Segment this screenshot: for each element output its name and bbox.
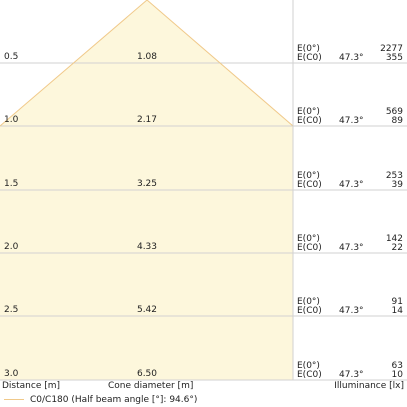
half-angle-value: 47.3° (339, 53, 364, 63)
legend: C0/C180 (Half beam angle [°]: 94.6°) (4, 394, 197, 405)
ec0-value: 14 (392, 306, 404, 316)
e0-value: 91 (392, 297, 403, 307)
e0-label: E(0°) (297, 361, 320, 371)
distance-tick-label: 0.5 (4, 52, 18, 62)
ec0-label: E(C0) (297, 306, 322, 316)
legend-label: C0/C180 (Half beam angle [°]: 94.6°) (30, 394, 198, 405)
cone-diameter-value: 4.33 (137, 242, 157, 252)
distance-tick-label: 1.0 (4, 115, 19, 125)
distance-tick-label: 3.0 (4, 369, 19, 379)
legend-swatch (4, 399, 24, 400)
half-angle-value: 47.3° (339, 116, 364, 126)
cone-diameter-label: Cone diameter [m] (108, 381, 194, 391)
beam-cone-edges (0, 0, 294, 127)
illuminance-label: Illuminance [lx] (334, 381, 404, 391)
e0-label: E(0°) (297, 297, 320, 307)
cone-diameter-value: 1.08 (137, 52, 157, 62)
distance-tick-label: 2.5 (4, 305, 18, 315)
ec0-value: 89 (392, 116, 404, 126)
ec0-label: E(C0) (297, 180, 322, 190)
half-angle-value: 47.3° (339, 243, 364, 253)
ec0-label: E(C0) (297, 53, 322, 63)
ec0-label: E(C0) (297, 370, 322, 380)
ec0-label: E(C0) (297, 243, 322, 253)
distance-grid (0, 62, 407, 381)
e0-label: E(0°) (297, 234, 320, 244)
ec0-value: 10 (392, 370, 404, 380)
cone-diameter-value: 5.42 (137, 305, 157, 315)
distance-tick-label: 1.5 (4, 179, 18, 189)
e0-label: E(0°) (297, 44, 320, 54)
distance-tick-label: 2.0 (4, 242, 19, 252)
e0-label: E(0°) (297, 171, 320, 181)
ec0-label: E(C0) (297, 116, 322, 126)
x-axis-label: Distance [m] (2, 381, 61, 391)
e0-value: 142 (386, 234, 403, 244)
e0-value: 63 (392, 361, 403, 371)
e0-value: 253 (386, 171, 403, 181)
ec0-value: 22 (392, 243, 403, 253)
cone-edge-right (146, 0, 294, 127)
cone-diameter-value: 3.25 (137, 179, 157, 189)
half-angle-value: 47.3° (339, 180, 364, 190)
half-angle-value: 47.3° (339, 370, 364, 380)
e0-value: 2277 (380, 44, 403, 54)
half-angle-value: 47.3° (339, 306, 364, 316)
ec0-value: 39 (392, 180, 404, 190)
cone-diameter-value: 2.17 (137, 115, 157, 125)
e0-label: E(0°) (297, 107, 320, 117)
cone-diameter-value: 6.50 (137, 369, 157, 379)
ec0-value: 355 (386, 53, 403, 63)
cone-edge-left (0, 0, 148, 127)
e0-value: 569 (386, 107, 403, 117)
